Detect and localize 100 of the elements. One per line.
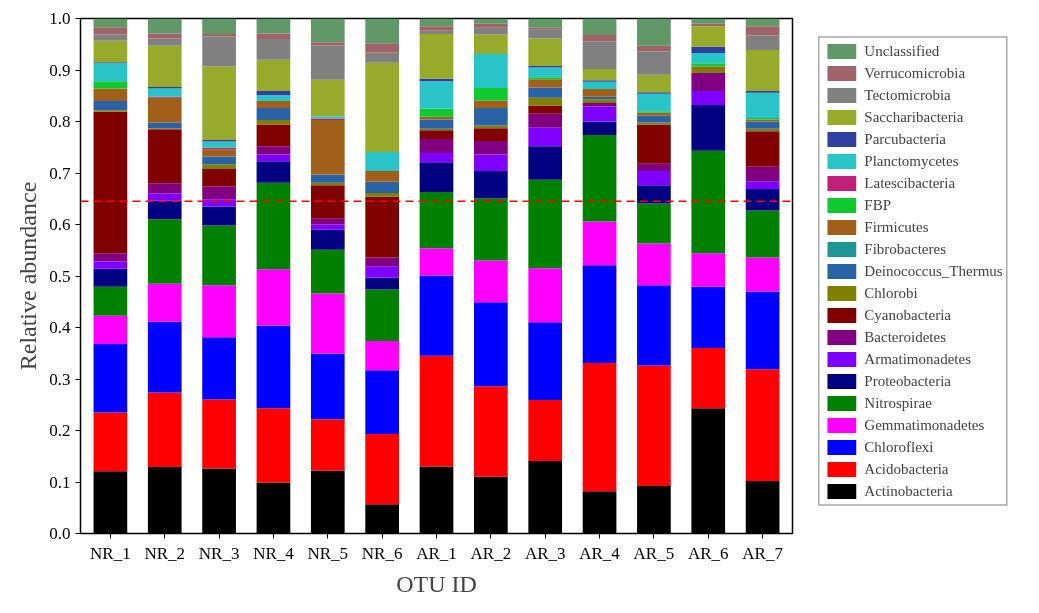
bar (93, 253, 128, 262)
bar (256, 269, 291, 326)
bar (474, 18, 508, 24)
bar (256, 100, 291, 109)
bar (474, 386, 508, 477)
x-tick-label: AR_7 (742, 543, 784, 563)
bar (256, 18, 291, 34)
bar (419, 152, 454, 163)
bar (419, 139, 454, 153)
bar (147, 392, 182, 468)
bar (637, 285, 671, 366)
legend-label: Verrucomicrobia (864, 63, 966, 83)
bar (93, 261, 128, 269)
bar (745, 131, 780, 167)
bar (745, 181, 780, 189)
bar (310, 249, 345, 294)
bar (147, 38, 182, 46)
bar (691, 18, 726, 24)
bar (147, 321, 182, 393)
bar (310, 119, 345, 175)
bar (93, 63, 128, 82)
bar (528, 18, 563, 28)
bar (474, 128, 508, 142)
bar (93, 268, 128, 287)
bar (147, 18, 182, 34)
bar (474, 88, 508, 101)
x-tick-label: NR_5 (307, 543, 349, 563)
bar (310, 419, 345, 471)
bar (637, 243, 671, 286)
legend-label: Actinobacteria (864, 481, 953, 501)
legend-label: Proteobacteria (864, 371, 951, 391)
legend-label: Gemmatimonadetes (864, 415, 985, 435)
bar (745, 188, 780, 211)
bar (310, 42, 345, 46)
bar (147, 88, 182, 97)
bar (691, 348, 726, 409)
legend-label: Firmicutes (864, 217, 929, 237)
bar (582, 106, 617, 122)
bar (637, 74, 671, 93)
legend-label: Deinococcus_Thermus (864, 261, 1003, 281)
bar (310, 185, 345, 219)
bar (474, 54, 508, 89)
bar (256, 161, 291, 183)
legend-label: Bacteroidetes (864, 327, 946, 347)
bar (202, 285, 236, 338)
legend-label: Chloroflexi (864, 437, 934, 457)
bar (474, 141, 508, 155)
bar (745, 121, 780, 129)
bar (474, 170, 508, 199)
bar (202, 141, 236, 148)
legend-label: Fibrobacteres (864, 239, 946, 259)
x-tick-label: AR_4 (579, 543, 621, 563)
bar (691, 73, 726, 92)
bar (202, 164, 236, 169)
y-tick-label: 0.1 (49, 472, 71, 492)
bar (419, 33, 454, 79)
y-tick-label: 0.7 (49, 163, 71, 183)
bar (528, 29, 563, 39)
bar (528, 38, 563, 66)
bar (93, 34, 128, 41)
bar (582, 34, 617, 42)
bar (365, 289, 399, 341)
bar (691, 150, 726, 254)
bar (365, 340, 399, 371)
bar (637, 18, 671, 46)
bar (365, 277, 399, 290)
bar (202, 66, 236, 141)
bar (528, 77, 563, 80)
bar (256, 108, 291, 120)
bar (691, 53, 726, 64)
legend-label: Acidobacteria (864, 459, 949, 479)
bar (582, 18, 617, 35)
bar (419, 26, 454, 31)
bar (365, 62, 399, 152)
bar (365, 266, 399, 278)
x-tick-label: NR_3 (198, 543, 240, 563)
bar (256, 33, 291, 40)
bar (147, 129, 182, 184)
bar (310, 229, 345, 250)
bar (637, 122, 671, 125)
bar (582, 121, 617, 135)
bar (365, 18, 399, 44)
bar (474, 154, 508, 171)
bar (582, 41, 617, 69)
bar (419, 275, 454, 356)
bar (202, 18, 236, 34)
bar (474, 108, 508, 126)
bar (310, 45, 345, 80)
bar (419, 162, 454, 193)
bar (93, 315, 128, 344)
bar (256, 146, 291, 155)
bar (365, 257, 399, 267)
bar (202, 168, 236, 187)
legend-label: Latescibacteria (864, 173, 956, 193)
bar (310, 224, 345, 230)
bar (256, 119, 291, 125)
bar (582, 221, 617, 266)
x-tick-label: AR_2 (470, 543, 512, 563)
bar (256, 59, 291, 92)
bar (365, 43, 399, 53)
